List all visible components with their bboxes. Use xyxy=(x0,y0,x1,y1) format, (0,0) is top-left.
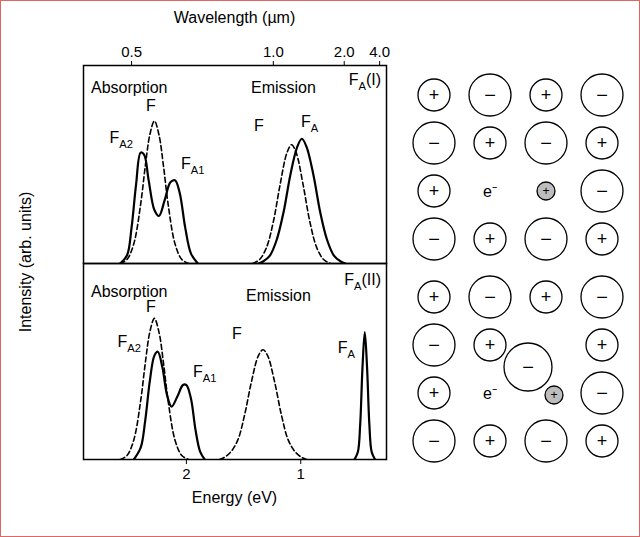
svg-text:FA: FA xyxy=(338,339,356,360)
svg-text:+: + xyxy=(597,133,608,153)
svg-text:−: − xyxy=(540,132,552,154)
svg-text:−: − xyxy=(540,228,552,250)
svg-text:e⁻: e⁻ xyxy=(483,183,497,200)
svg-text:2: 2 xyxy=(182,465,190,482)
svg-text:−: − xyxy=(428,132,440,154)
svg-text:+: + xyxy=(541,287,552,307)
svg-text:−: − xyxy=(596,286,608,308)
svg-text:F: F xyxy=(232,325,242,342)
svg-text:+: + xyxy=(597,229,608,249)
svg-text:FA1: FA1 xyxy=(193,363,216,384)
svg-text:−: − xyxy=(596,84,608,106)
svg-text:+: + xyxy=(542,184,549,198)
svg-text:1: 1 xyxy=(297,465,305,482)
svg-text:−: − xyxy=(428,334,440,356)
svg-text:2.0: 2.0 xyxy=(334,43,355,60)
svg-text:−: − xyxy=(484,84,496,106)
svg-text:−: − xyxy=(596,180,608,202)
svg-text:+: + xyxy=(485,133,496,153)
svg-text:e⁻: e⁻ xyxy=(483,385,497,402)
svg-text:0.5: 0.5 xyxy=(121,43,142,60)
svg-text:+: + xyxy=(429,287,440,307)
svg-text:F: F xyxy=(146,97,156,114)
svg-text:FA(I): FA(I) xyxy=(349,71,381,92)
svg-text:+: + xyxy=(597,431,608,451)
svg-text:+: + xyxy=(550,388,557,402)
svg-text:+: + xyxy=(485,229,496,249)
svg-text:−: − xyxy=(540,430,552,452)
svg-text:FA2: FA2 xyxy=(118,333,141,354)
svg-text:+: + xyxy=(485,335,496,355)
svg-text:−: − xyxy=(428,228,440,250)
svg-text:FA2: FA2 xyxy=(110,129,133,150)
svg-text:FA1: FA1 xyxy=(181,155,204,176)
svg-text:F: F xyxy=(146,298,156,315)
svg-text:Intensity (arb. units): Intensity (arb. units) xyxy=(17,192,34,333)
svg-text:FA: FA xyxy=(301,113,319,134)
svg-text:Absorption: Absorption xyxy=(91,79,168,96)
svg-text:1.0: 1.0 xyxy=(263,43,284,60)
svg-text:F: F xyxy=(254,117,264,134)
svg-text:Emission: Emission xyxy=(251,79,316,96)
svg-text:+: + xyxy=(485,431,496,451)
svg-text:+: + xyxy=(429,85,440,105)
svg-text:−: − xyxy=(484,286,496,308)
svg-text:−: − xyxy=(522,356,534,378)
svg-text:Absorption: Absorption xyxy=(91,283,168,300)
svg-text:−: − xyxy=(596,382,608,404)
svg-text:−: − xyxy=(428,430,440,452)
svg-text:FA(II): FA(II) xyxy=(344,271,381,292)
svg-text:+: + xyxy=(597,335,608,355)
svg-text:+: + xyxy=(429,181,440,201)
svg-text:Energy (eV): Energy (eV) xyxy=(192,489,277,506)
svg-text:+: + xyxy=(429,383,440,403)
svg-text:Emission: Emission xyxy=(246,287,311,304)
svg-text:+: + xyxy=(541,85,552,105)
svg-text:Wavelength (µm): Wavelength (µm) xyxy=(174,9,296,26)
svg-text:4.0: 4.0 xyxy=(369,43,390,60)
